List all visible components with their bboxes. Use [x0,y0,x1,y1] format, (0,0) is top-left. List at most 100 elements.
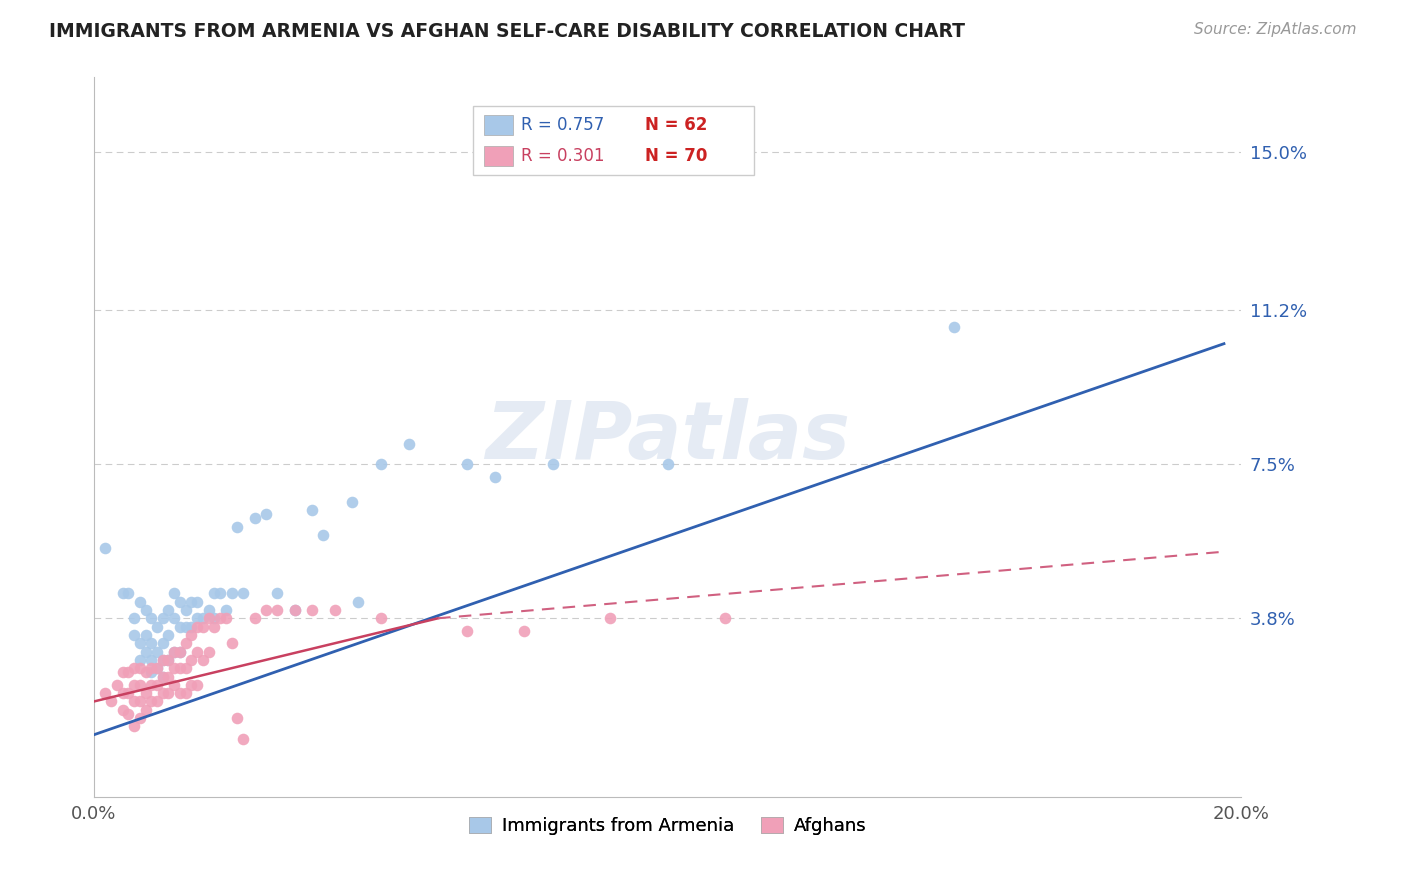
Point [180,653,202,667]
Point [657,458,679,472]
Point [117,686,139,700]
Point [209,586,232,600]
Point [169,644,191,658]
Point [174,686,197,700]
Point [163,586,186,600]
Point [232,731,254,746]
Point [146,661,169,675]
Point [157,603,180,617]
Point [243,511,266,525]
Point [215,603,238,617]
Point [128,653,150,667]
Point [152,653,174,667]
Point [370,611,392,625]
Point [157,653,180,667]
Text: N = 70: N = 70 [644,147,707,165]
Point [243,611,266,625]
Point [122,611,145,625]
Point [232,586,254,600]
Text: IMMIGRANTS FROM ARMENIA VS AFGHAN SELF-CARE DISABILITY CORRELATION CHART: IMMIGRANTS FROM ARMENIA VS AFGHAN SELF-C… [49,22,965,41]
Point [180,594,202,608]
Text: R = 0.301: R = 0.301 [520,147,605,165]
Point [221,586,243,600]
Point [105,678,128,692]
Point [111,665,134,680]
Point [398,436,420,450]
Point [128,694,150,708]
Point [152,611,174,625]
FancyBboxPatch shape [484,115,513,135]
Point [226,711,249,725]
Point [169,661,191,675]
Point [174,603,197,617]
Point [135,644,157,658]
Legend: Immigrants from Armenia, Afghans: Immigrants from Armenia, Afghans [461,809,873,842]
Point [163,644,186,658]
Point [174,661,197,675]
Point [111,703,134,717]
Point [169,619,191,633]
Point [152,686,174,700]
Point [122,719,145,733]
Point [157,686,180,700]
Point [266,603,288,617]
Point [484,470,506,484]
Point [254,603,277,617]
Point [122,694,145,708]
Point [215,611,238,625]
Point [202,611,225,625]
Point [157,669,180,683]
Point [221,636,243,650]
Point [370,458,392,472]
Point [163,611,186,625]
Point [186,611,208,625]
Point [346,594,368,608]
Point [146,644,169,658]
Point [180,619,202,633]
Point [301,503,323,517]
Point [135,603,157,617]
Point [456,458,478,472]
Point [146,694,169,708]
Point [163,661,186,675]
Point [174,636,197,650]
Point [141,665,163,680]
Point [111,586,134,600]
Point [135,628,157,642]
Point [128,678,150,692]
Point [141,661,163,675]
FancyBboxPatch shape [472,106,754,175]
Point [146,661,169,675]
Point [169,644,191,658]
Point [340,495,363,509]
Text: N = 62: N = 62 [644,116,707,134]
Point [135,686,157,700]
Text: ZIPatlas: ZIPatlas [485,399,851,476]
Point [152,636,174,650]
Point [128,711,150,725]
Point [100,694,122,708]
Point [169,594,191,608]
Point [266,586,288,600]
Point [202,586,225,600]
Point [141,653,163,667]
Point [254,508,277,522]
Point [180,628,202,642]
Point [174,619,197,633]
Point [284,603,307,617]
Point [186,594,208,608]
Point [141,694,163,708]
Point [141,636,163,650]
Point [141,611,163,625]
Point [202,619,225,633]
Point [117,706,139,721]
Point [191,653,214,667]
Point [943,320,966,334]
Point [152,669,174,683]
Point [226,520,249,534]
Point [157,653,180,667]
Point [163,678,186,692]
Point [197,603,219,617]
Point [122,678,145,692]
Point [301,603,323,617]
